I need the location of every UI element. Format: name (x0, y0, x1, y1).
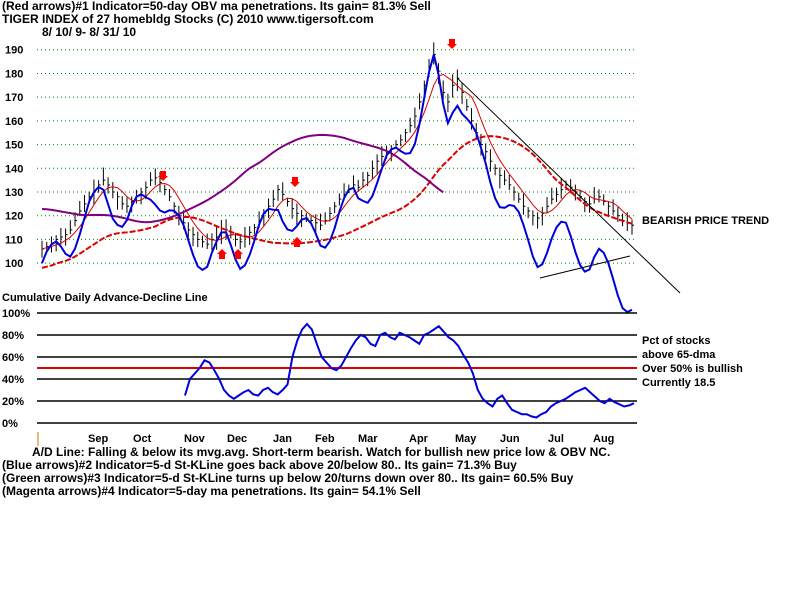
price-tick-label: 110 (5, 234, 23, 246)
x-tick-label: Jan (273, 433, 292, 445)
breadth-line (184, 322, 635, 419)
price-tick-label: 180 (5, 68, 23, 80)
footer-line-3: (Green arrows)#3 Indicator=5-d St-KLine … (2, 471, 574, 485)
breadth-tick-label: 40% (2, 374, 24, 386)
x-tick-label: Mar (358, 433, 378, 445)
x-tick-label: Oct (133, 433, 152, 445)
breadth-tick-label: 80% (2, 330, 24, 342)
buy-arrow-icon (292, 237, 302, 247)
x-tick-label: Nov (184, 433, 206, 445)
breadth-title: Cumulative Daily Advance-Decline Line (2, 292, 208, 304)
breadth-label-over: Over 50% is bullish (642, 363, 743, 375)
price-y-axis: 190 180 170 160 150 140 130 120 110 100 (5, 45, 23, 270)
price-lines (41, 54, 681, 314)
price-tick-label: 120 (5, 211, 23, 223)
breadth-tick-label: 20% (2, 396, 24, 408)
footer-line-2: (Blue arrows)#2 Indicator=5-d St-KLine g… (2, 458, 517, 472)
header-line-3: 8/ 10/ 9- 8/ 31/ 10 (42, 25, 137, 39)
x-axis: Sep Oct Nov Dec Jan Feb Mar Apr May Jun Jul Aug (37, 432, 614, 446)
x-tick-label: Feb (315, 433, 335, 445)
breadth-tick-label: 60% (2, 352, 24, 364)
x-tick-label: May (455, 433, 477, 445)
signal-arrows (158, 39, 457, 259)
sell-arrow-icon (290, 177, 300, 187)
ma-50-line (41, 135, 633, 269)
price-grid (37, 49, 637, 264)
x-tick-label: Jun (500, 433, 520, 445)
sell-arrow-icon (447, 39, 457, 49)
breadth-label-pct: Pct of stocks (642, 335, 710, 347)
bearish-trend-label: BEARISH PRICE TREND (642, 215, 769, 227)
buy-arrow-icon (217, 249, 227, 259)
price-tick-label: 140 (5, 163, 23, 175)
price-tick-label: 160 (5, 116, 23, 128)
price-bars (41, 42, 634, 258)
price-tick-label: 100 (5, 258, 23, 270)
price-tick-label: 170 (5, 92, 23, 104)
price-tick-label: 190 (5, 45, 23, 57)
pct-above-dma-line (184, 322, 635, 419)
x-tick-label: Aug (593, 433, 614, 445)
breadth-label-above: above 65-dma (642, 349, 716, 361)
breadth-y-axis: 100% 80% 60% 40% 20% 0% (2, 308, 30, 430)
breadth-label-currently: Currently 18.5 (642, 377, 715, 389)
breadth-tick-label: 0% (2, 418, 18, 430)
support-line (539, 255, 631, 279)
breadth-grid (37, 312, 637, 424)
footer-line-4: (Magenta arrows)#4 Indicator=5-day ma pe… (2, 484, 421, 498)
price-tick-label: 130 (5, 187, 23, 199)
x-tick-label: Sep (88, 433, 108, 445)
footer-line-1: A/D Line: Falling & below its mvg.avg. S… (32, 445, 611, 459)
breadth-tick-label: 100% (2, 308, 30, 320)
x-tick-label: Dec (227, 433, 247, 445)
sell-arrow-icon (158, 171, 168, 181)
header-line-1: (Red arrows)#1 Indicator=50-day OBV ma p… (2, 0, 431, 13)
x-tick-label: Apr (409, 433, 429, 445)
price-tick-label: 150 (5, 140, 23, 152)
obv-line (41, 54, 633, 314)
buy-arrow-icon (233, 249, 243, 259)
header-line-2: TIGER INDEX of 27 homebldg Stocks (C) 20… (2, 12, 374, 26)
ma-long-line (41, 133, 444, 224)
x-tick-label: Jul (548, 433, 564, 445)
trend-line (457, 77, 681, 294)
ma-short-line (41, 73, 633, 250)
